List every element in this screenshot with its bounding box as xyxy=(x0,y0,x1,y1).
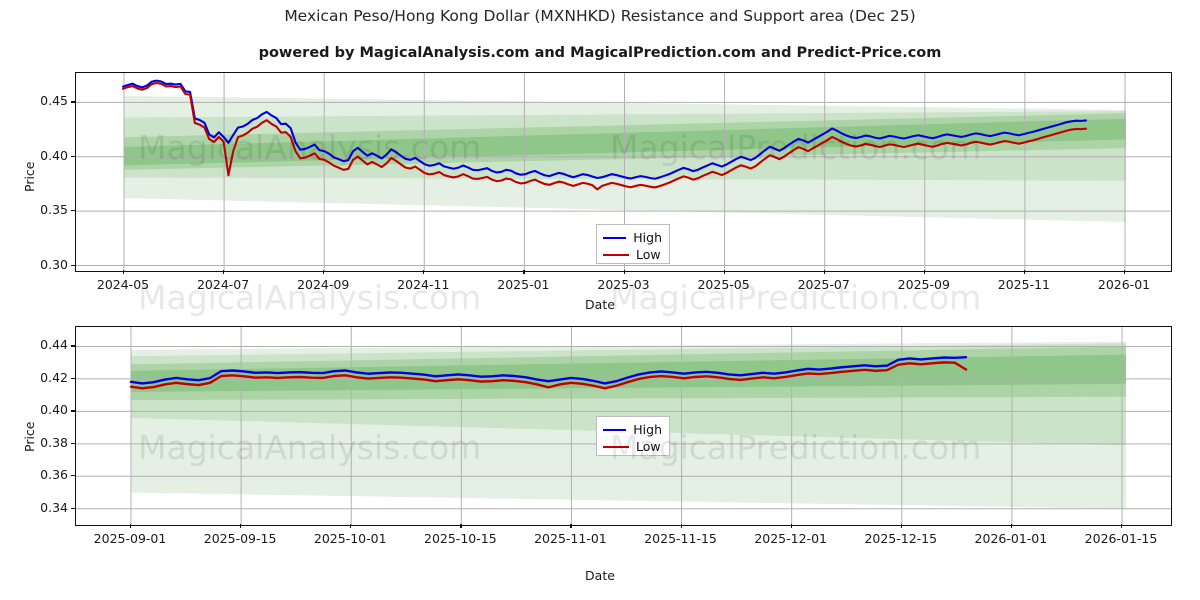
y-tick-mark xyxy=(71,442,75,445)
y-tick-label: 0.45 xyxy=(40,93,68,109)
x-tick-label: 2025-12-01 xyxy=(754,531,827,546)
legend-label-high: High xyxy=(633,230,662,245)
page-title: Mexican Peso/Hong Kong Dollar (MXNHKD) R… xyxy=(284,7,916,25)
series-line-low xyxy=(121,81,1088,191)
x-tick-mark xyxy=(1124,270,1126,274)
x-tick-label: 2024-11 xyxy=(397,277,450,292)
x-tick-label: 2025-10-15 xyxy=(424,531,497,546)
x-tick-label: 2024-05 xyxy=(96,277,150,292)
x-tick-mark xyxy=(323,270,325,274)
y-tick-mark xyxy=(71,210,75,212)
y-tick-mark xyxy=(71,410,75,412)
x-tick-label: 2025-10-01 xyxy=(313,531,387,546)
x-tick-mark xyxy=(1010,524,1013,528)
x-tick-label: 2026-01 xyxy=(1097,277,1151,292)
y-tick-label: 0.44 xyxy=(40,337,68,353)
y-tick-label: 0.35 xyxy=(40,202,68,218)
overview-x-axis-label: Date xyxy=(585,297,615,312)
zoomed-x-axis-label: Date xyxy=(585,568,615,583)
x-tick-label: 2025-11-15 xyxy=(644,531,717,546)
x-tick-mark xyxy=(130,524,132,528)
x-tick-label: 2025-11 xyxy=(997,277,1050,292)
x-tick-label: 2026-01-15 xyxy=(1084,531,1158,546)
y-tick-mark xyxy=(71,345,75,347)
legend-swatch-low xyxy=(603,445,629,448)
legend-label-high: High xyxy=(633,422,662,437)
zoomed-legend: High Low xyxy=(596,416,670,456)
y-tick-label: 0.36 xyxy=(40,467,68,483)
legend-label-low: Low xyxy=(636,439,661,454)
x-tick-mark xyxy=(523,270,525,274)
legend-entry-high: High xyxy=(603,421,662,438)
x-tick-mark xyxy=(1121,524,1123,528)
series-line-low xyxy=(129,361,968,390)
y-tick-mark xyxy=(71,264,75,266)
x-tick-mark xyxy=(823,270,825,274)
series-line-high xyxy=(129,355,968,385)
overview-legend: High Low xyxy=(596,224,670,264)
x-tick-label: 2024-07 xyxy=(196,277,250,292)
x-tick-mark xyxy=(240,524,242,528)
x-tick-mark xyxy=(923,270,925,274)
x-tick-label: 2025-12-15 xyxy=(864,531,938,546)
legend-entry-low: Low xyxy=(603,438,662,455)
x-tick-label: 2026-01-01 xyxy=(974,531,1048,546)
x-tick-label: 2024-09 xyxy=(297,277,350,292)
y-tick-label: 0.42 xyxy=(40,369,68,385)
y-tick-label: 0.38 xyxy=(40,434,68,450)
x-tick-label: 2025-09 xyxy=(897,277,950,292)
x-tick-mark xyxy=(623,270,625,274)
x-tick-label: 2025-03 xyxy=(597,277,650,292)
x-tick-mark xyxy=(1023,270,1026,274)
x-tick-mark xyxy=(680,524,682,528)
y-tick-label: 0.30 xyxy=(40,256,68,272)
x-tick-mark xyxy=(900,524,902,528)
x-tick-mark xyxy=(790,524,792,528)
x-tick-label: 2025-09-01 xyxy=(93,531,167,546)
legend-entry-low: Low xyxy=(603,246,662,263)
x-tick-label: 2025-09-15 xyxy=(203,531,277,546)
y-tick-label: 0.34 xyxy=(40,499,68,515)
y-tick-mark xyxy=(71,475,75,477)
x-tick-label: 2025-07 xyxy=(797,277,850,292)
y-tick-mark xyxy=(71,377,75,380)
series-line-high xyxy=(121,79,1088,180)
x-tick-label: 2025-01 xyxy=(497,277,550,292)
legend-entry-high: High xyxy=(603,229,662,246)
legend-swatch-high xyxy=(603,236,627,239)
x-tick-label: 2025-05 xyxy=(697,277,750,292)
legend-swatch-low xyxy=(603,253,629,256)
x-tick-mark xyxy=(423,270,425,274)
y-tick-label: 0.40 xyxy=(40,402,68,418)
x-tick-label: 2025-11-01 xyxy=(534,531,607,546)
x-tick-mark xyxy=(350,524,352,528)
page-subtitle: powered by MagicalAnalysis.com and Magic… xyxy=(258,45,942,61)
y-tick-mark xyxy=(71,507,75,509)
legend-label-low: Low xyxy=(636,247,661,262)
x-tick-mark xyxy=(123,270,125,274)
overview-panel: Price 0.30 0.35 0.40 0.45 2024-05 2024-07 202… xyxy=(22,72,1172,312)
y-tick-mark xyxy=(71,101,75,103)
x-tick-mark xyxy=(570,524,572,528)
y-tick-mark xyxy=(71,155,75,157)
x-tick-mark xyxy=(723,270,725,274)
band-core xyxy=(131,354,1126,392)
legend-swatch-high xyxy=(603,428,627,431)
x-tick-mark xyxy=(460,524,462,528)
x-tick-mark xyxy=(223,270,225,274)
y-tick-label: 0.40 xyxy=(40,147,68,163)
